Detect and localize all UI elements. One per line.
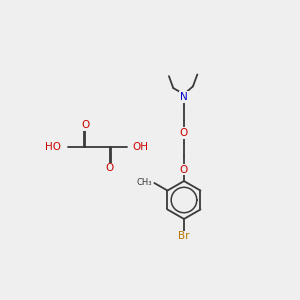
Text: N: N [180, 92, 188, 102]
Text: O: O [180, 164, 188, 175]
Text: O: O [180, 128, 188, 138]
Text: O: O [106, 164, 114, 173]
Text: Br: Br [178, 231, 190, 241]
Text: O: O [81, 120, 89, 130]
Text: HO: HO [45, 142, 61, 152]
Text: CH₃: CH₃ [136, 178, 152, 187]
Text: OH: OH [133, 142, 148, 152]
